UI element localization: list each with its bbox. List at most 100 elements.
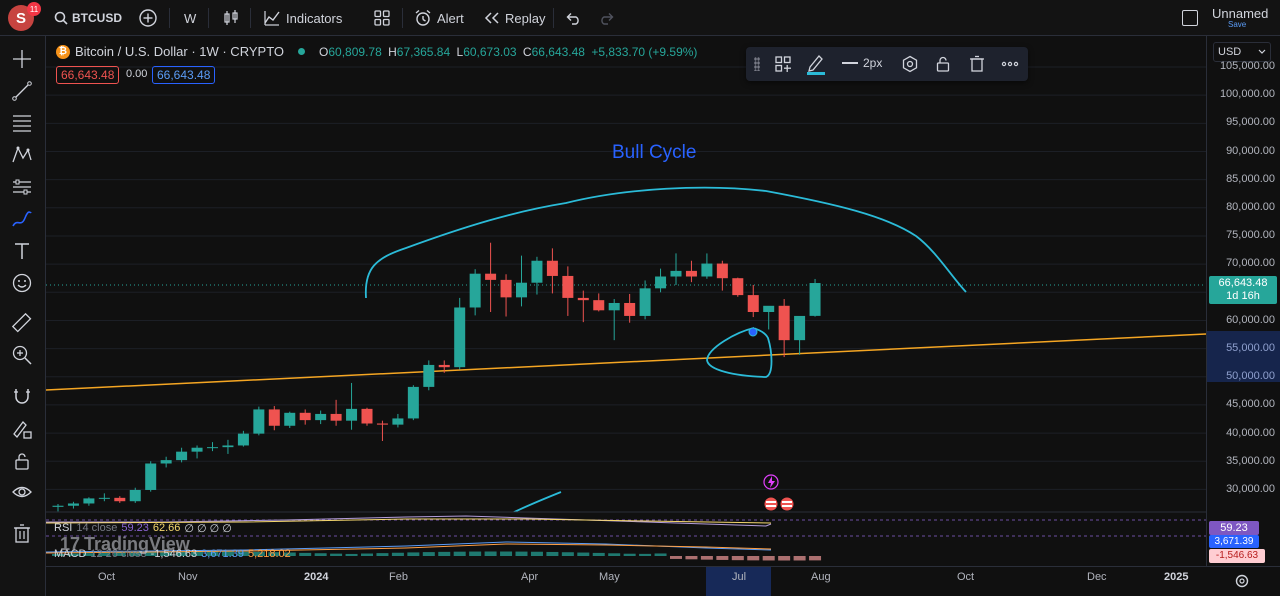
settings-icon[interactable]: [901, 55, 919, 73]
candle-body: [299, 412, 311, 421]
bull-cycle-text[interactable]: Bull Cycle: [612, 142, 697, 163]
trend-line-tool[interactable]: [10, 79, 34, 103]
rsi-legend[interactable]: RSI 14 close 59.23 62.66 ∅ ∅ ∅ ∅: [54, 522, 232, 535]
notification-badge: 11: [27, 2, 41, 16]
interval-button[interactable]: W: [184, 6, 196, 30]
sliders-icon: [13, 179, 31, 195]
chart-type-button[interactable]: [222, 6, 240, 30]
trash-icon[interactable]: [968, 55, 986, 73]
templates-icon[interactable]: [774, 55, 792, 73]
candle-body: [114, 497, 126, 502]
candle-body: [670, 270, 682, 277]
trash-icon: [14, 524, 30, 543]
candle-body: [330, 413, 342, 421]
line-width-label: 2px: [863, 56, 883, 70]
price-tick-label: 50,000.00: [1226, 370, 1275, 383]
fib-tool[interactable]: [10, 111, 34, 135]
trend-line-icon: [12, 81, 32, 101]
highlighted-time-range: [706, 567, 771, 596]
remove-drawings-tool[interactable]: [10, 522, 34, 546]
macd-legend[interactable]: MACD 12 26 close -1,546.63 3,671.39 5,21…: [54, 548, 291, 560]
price-tick-label: 95,000.00: [1226, 116, 1275, 129]
bull-cycle-arc: [364, 186, 967, 299]
redo-icon: [601, 13, 614, 25]
settings-gear-icon[interactable]: [1234, 573, 1250, 589]
line-width-button[interactable]: 2px: [842, 56, 882, 70]
rewind-icon: [484, 12, 499, 24]
macd-bar: [716, 556, 729, 560]
layout-checkbox[interactable]: [1182, 6, 1198, 30]
candle-body: [562, 275, 574, 298]
candle-body: [485, 273, 497, 280]
text-tool[interactable]: [10, 239, 34, 263]
chart-pane[interactable]: ₿ Bitcoin / U.S. Dollar · 1W · CRYPTO O6…: [46, 36, 1206, 568]
price-tick-label: 30,000.00: [1226, 483, 1275, 495]
macd-bar: [793, 556, 806, 561]
rsi-line: [46, 515, 772, 527]
macd-bar: [778, 556, 791, 561]
last-price-tag: 66,643.48 1d 16h: [1209, 276, 1277, 304]
price-chart[interactable]: [46, 36, 1206, 568]
magnet-tool[interactable]: [10, 384, 34, 408]
layout-name[interactable]: Unnamed: [1212, 6, 1269, 21]
text-icon: [15, 243, 29, 259]
lock-icon[interactable]: [934, 55, 952, 73]
more-icon[interactable]: [1001, 55, 1019, 73]
price-tick-label: 100,000.00: [1219, 88, 1275, 101]
time-tick-label: Jul: [732, 571, 747, 583]
zoom-tool[interactable]: [10, 343, 34, 367]
line-color-icon[interactable]: [806, 53, 826, 75]
symbol-legend[interactable]: ₿ Bitcoin / U.S. Dollar · 1W · CRYPTO O6…: [56, 44, 697, 59]
candle-body: [284, 412, 296, 426]
price-axis[interactable]: USD 105,000.00 100,000.00 95,000.00 90,000.…: [1206, 36, 1280, 568]
macd-bar: [330, 553, 343, 556]
candle-body: [52, 505, 64, 507]
candle-body: [794, 315, 806, 341]
forecasting-tool[interactable]: [10, 175, 34, 199]
macd-histogram: [52, 551, 822, 561]
macd-bar: [252, 551, 265, 556]
measure-tool[interactable]: [10, 311, 34, 335]
price-tick-label: 75,000.00: [1226, 229, 1275, 242]
undo-button[interactable]: [565, 6, 581, 30]
alert-button[interactable]: Alert: [414, 6, 464, 30]
candles: [52, 242, 821, 512]
candle-body: [577, 297, 589, 301]
compare-symbol-button[interactable]: [138, 6, 158, 30]
sell-price-button[interactable]: 66,643.48: [56, 66, 120, 84]
stay-in-drawing-mode-tool[interactable]: [10, 417, 34, 441]
candle-body: [98, 497, 110, 499]
replay-button[interactable]: Replay: [484, 6, 545, 30]
time-axis[interactable]: Oct Nov 2024 Feb Apr May Jul Aug Oct Dec 2025: [46, 566, 1280, 596]
crosshair-tool[interactable]: [10, 47, 34, 71]
annotation-dot: [748, 327, 758, 337]
macd-bar: [623, 553, 636, 556]
buy-price-button[interactable]: 66,643.48: [152, 66, 216, 84]
candle-body: [67, 503, 79, 506]
drag-handle[interactable]: [754, 57, 760, 71]
time-tick-label: 2025: [1164, 571, 1189, 583]
macd-bar: [268, 552, 281, 556]
symbol-search-button[interactable]: BTCUSD: [54, 6, 122, 30]
candle-body: [732, 278, 744, 296]
layouts-button[interactable]: [373, 6, 391, 30]
macd-bar: [144, 551, 157, 556]
redo-button[interactable]: [599, 6, 615, 30]
macd-bar: [52, 554, 64, 556]
brush-tool[interactable]: [10, 207, 34, 231]
time-tick-label: May: [599, 571, 620, 583]
pattern-tool[interactable]: [10, 143, 34, 167]
candle-body: [376, 423, 388, 425]
macd-bar: [577, 552, 590, 556]
currency-button[interactable]: USD: [1213, 42, 1271, 62]
lock-drawings-tool[interactable]: [10, 449, 34, 473]
indicators-button[interactable]: Indicators: [263, 6, 342, 30]
emoji-tool[interactable]: [10, 271, 34, 295]
macd-bar: [98, 552, 111, 556]
macd-bar: [175, 551, 188, 556]
ohlc-values: O60,809.78 H67,365.84 L60,673.03 C66,643…: [319, 44, 698, 59]
macd-bar: [561, 552, 574, 556]
hide-drawings-tool[interactable]: [10, 480, 34, 504]
candle-body: [701, 263, 713, 277]
checkbox-square: [1182, 10, 1198, 26]
